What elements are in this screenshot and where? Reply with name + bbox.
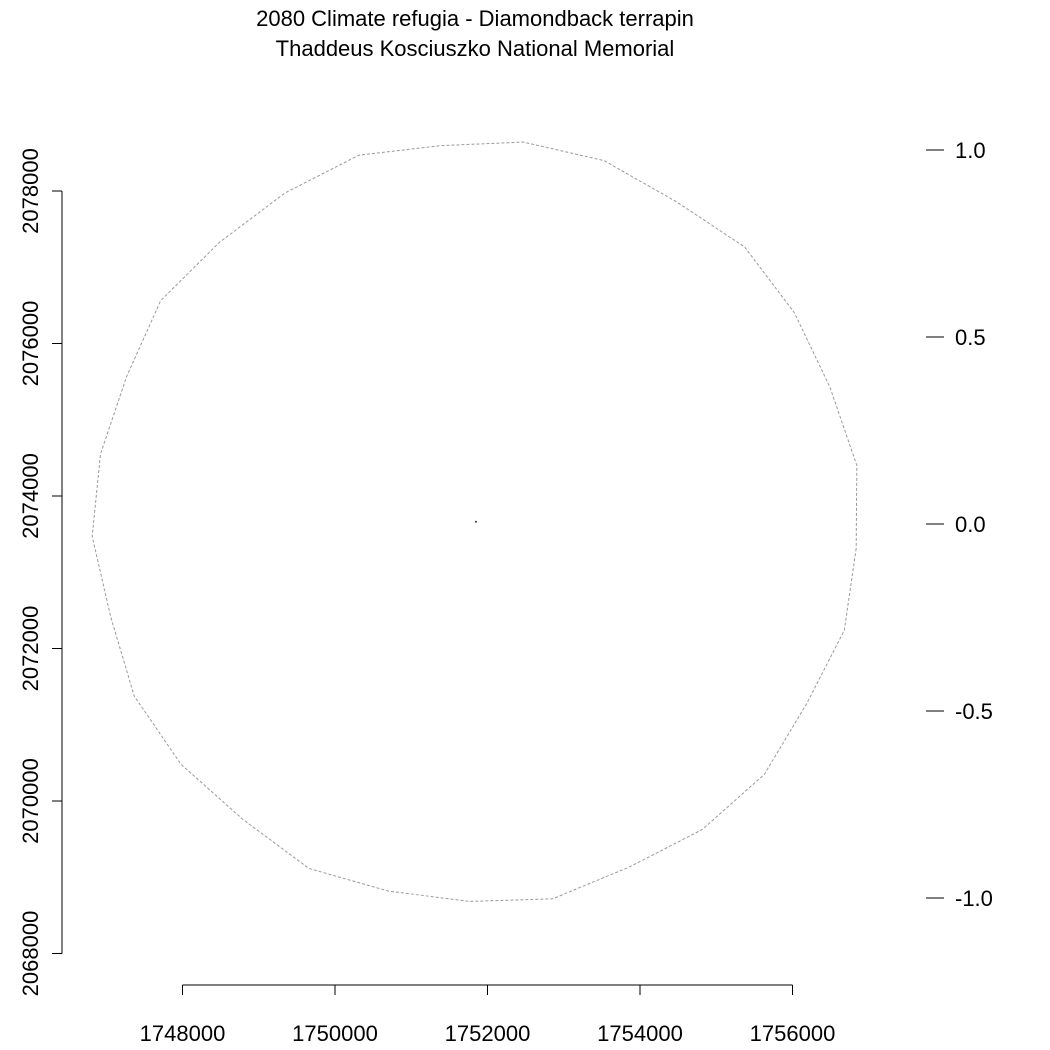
legend-tick-label: -0.5 [955, 699, 993, 724]
legend-tick-label: 0.5 [955, 325, 986, 350]
map-subtitle: Thaddeus Kosciuszko National Memorial [276, 36, 675, 61]
x-axis: 1748000 1750000 1752000 1754000 1756000 [140, 984, 836, 1046]
site-point [474, 520, 477, 523]
x-tick-label: 1756000 [750, 1021, 836, 1046]
x-tick-label: 1752000 [445, 1021, 531, 1046]
x-tick-label: 1754000 [597, 1021, 683, 1046]
x-tick-label: 1748000 [140, 1021, 226, 1046]
refugia-boundary [91, 141, 858, 902]
legend-tick-label: -1.0 [955, 886, 993, 911]
legend-tick-label: 0.0 [955, 512, 986, 537]
y-tick-label: 2070000 [18, 758, 43, 844]
y-tick-label: 2072000 [18, 606, 43, 692]
y-tick-label: 2076000 [18, 301, 43, 387]
site-point-layer [474, 520, 477, 523]
y-axis: 2068000 2070000 2072000 2074000 2076000 20780… [18, 148, 63, 997]
y-tick-label: 2078000 [18, 148, 43, 234]
boundary-layer [91, 141, 858, 902]
legend-tick-label: 1.0 [955, 138, 986, 163]
x-tick-label: 1750000 [292, 1021, 378, 1046]
y-tick-label: 2074000 [18, 453, 43, 539]
y-tick-label: 2068000 [18, 911, 43, 997]
map-title: 2080 Climate refugia - Diamondback terra… [256, 6, 694, 31]
legend-scale-axis: 1.0 0.5 0.0 -0.5 -1.0 [926, 138, 993, 911]
